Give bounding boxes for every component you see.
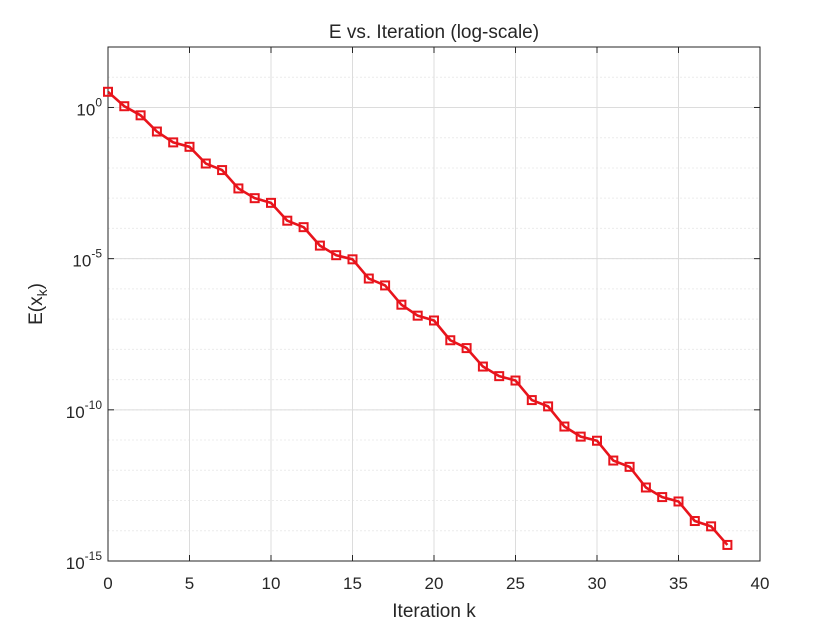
data-point-marker [363, 273, 374, 284]
data-point-marker [640, 482, 651, 493]
y-tick-label-exponent: -15 [85, 549, 103, 563]
data-point-marker [119, 101, 130, 112]
data-point-marker [184, 141, 195, 152]
tick-marks [107, 47, 761, 562]
data-point-marker [689, 516, 700, 527]
data-point-marker [510, 375, 521, 386]
data-point-marker [151, 126, 162, 137]
y-tick-label-exponent: 0 [95, 95, 102, 109]
chart-title: E vs. Iteration (log-scale) [329, 22, 539, 43]
y-tick-label: 10-10 [66, 398, 103, 422]
y-axis-label-close: ) [26, 283, 47, 289]
data-point-marker [608, 455, 619, 466]
data-point-marker [103, 86, 113, 97]
y-axis-label-main: E(x [26, 296, 47, 325]
y-tick-label: 10-15 [66, 549, 103, 573]
y-tick-label-exponent: -5 [91, 247, 102, 261]
data-point-marker [380, 280, 391, 291]
grid-lines [107, 46, 761, 562]
data-point-marker [575, 431, 586, 442]
data-point-marker [477, 361, 488, 372]
data-point-marker [722, 539, 733, 550]
x-tick-label: 0 [103, 574, 112, 593]
x-tick-label: 5 [185, 574, 194, 593]
data-point-marker [412, 310, 423, 321]
y-tick-label-exponent: -10 [85, 398, 103, 412]
data-point-marker [298, 222, 309, 233]
data-point-marker [314, 240, 325, 251]
data-point-marker [429, 315, 439, 326]
x-axis-label: Iteration k [392, 601, 476, 622]
data-point-marker [266, 197, 276, 208]
data-point-marker [543, 401, 554, 412]
y-tick-label: 100 [76, 95, 102, 119]
data-point-marker [282, 215, 293, 226]
y-tick-label-base: 10 [72, 252, 91, 271]
data-point-marker [494, 371, 505, 382]
data-point-marker [347, 254, 358, 265]
data-point-marker [657, 492, 668, 503]
x-tick-label: 35 [669, 574, 688, 593]
x-tick-label: 10 [262, 574, 281, 593]
data-point-marker [249, 193, 260, 204]
x-tick-labels: 0 5 10 15 20 25 30 35 40 [103, 574, 769, 593]
data-point-marker [592, 435, 602, 446]
data-point-marker [168, 137, 179, 148]
y-axis-label: E(xk) [26, 283, 50, 325]
data-point-marker [461, 343, 472, 354]
y-tick-label-base: 10 [76, 100, 95, 119]
data-point-marker [396, 299, 407, 310]
x-tick-label: 40 [751, 574, 770, 593]
data-point-marker [135, 110, 146, 121]
y-axis-label-subscript: k [34, 288, 50, 296]
series-line [107, 90, 729, 546]
data-point-marker [624, 461, 635, 472]
x-tick-label: 30 [588, 574, 607, 593]
x-tick-label: 20 [425, 574, 444, 593]
y-tick-label-base: 10 [66, 554, 85, 573]
y-tick-label-base: 10 [66, 403, 85, 422]
series-layer [103, 86, 733, 550]
data-point-marker [559, 421, 570, 432]
x-tick-label: 25 [506, 574, 525, 593]
y-tick-label: 10-5 [72, 247, 102, 271]
data-point-marker [706, 521, 717, 532]
x-tick-label: 15 [343, 574, 362, 593]
data-point-marker [331, 250, 342, 261]
data-point-marker [673, 496, 684, 507]
data-point-marker [526, 395, 537, 406]
data-point-marker [200, 158, 211, 169]
data-point-marker [217, 165, 228, 176]
data-point-marker [233, 183, 244, 194]
data-point-marker [445, 335, 456, 346]
